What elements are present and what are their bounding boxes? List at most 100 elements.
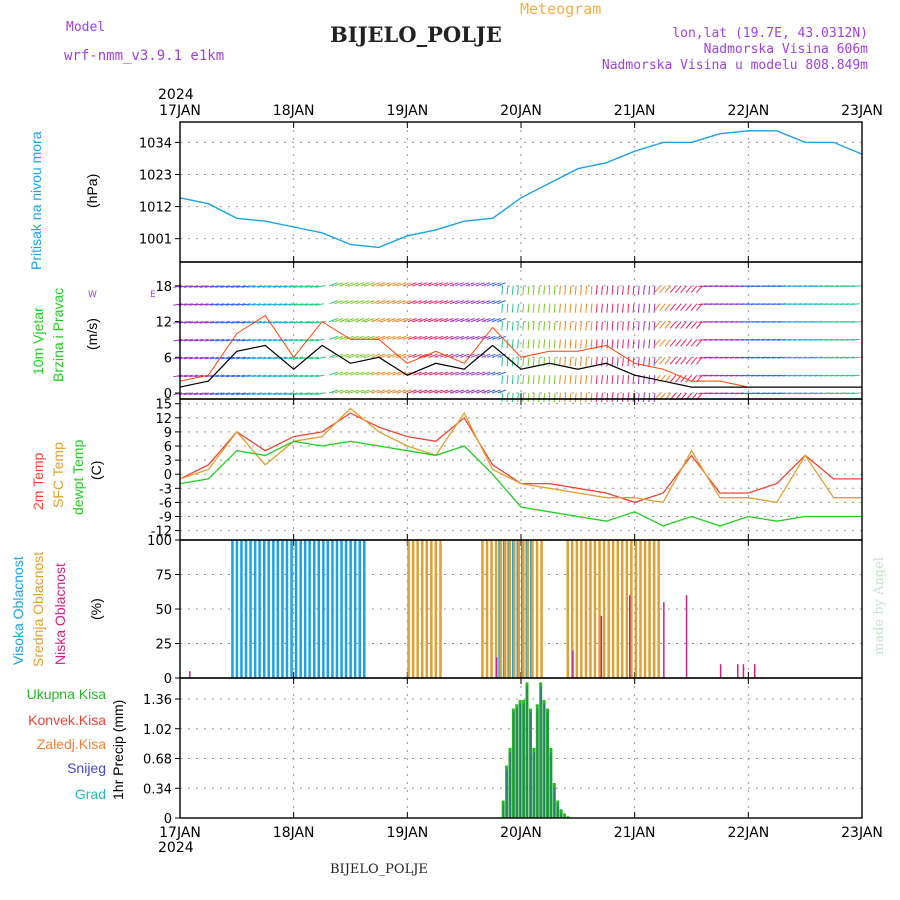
wind-arrow: [350, 389, 359, 394]
wind-arrow: [690, 356, 698, 365]
wind-arrow: [381, 282, 391, 287]
wind-arrow: [252, 356, 262, 360]
wind-arrow: [517, 375, 519, 385]
cloud-bar: [244, 540, 248, 678]
wind-arrow: [304, 321, 314, 324]
wind-arrow: [486, 371, 496, 376]
wind-arrow: [397, 318, 407, 323]
y-tick-label: -6: [159, 496, 172, 511]
wind-arrow: [225, 374, 235, 378]
wind-arrow: [246, 285, 256, 288]
wind-arrow: [262, 338, 272, 342]
wind-arrow: [402, 318, 412, 323]
wind-arrow: [476, 389, 485, 394]
wind-arrow: [616, 339, 619, 349]
wind-arrow: [632, 285, 635, 295]
wind-arrow: [659, 339, 666, 347]
cloud-bar: [258, 540, 261, 678]
wind-arrow: [611, 303, 614, 313]
wind-arrow: [690, 339, 698, 347]
precip-bar: [563, 813, 567, 818]
wind-arrow: [215, 374, 225, 378]
wind-arrow: [585, 321, 588, 331]
wind-arrow: [381, 300, 391, 305]
wind-arrow: [632, 339, 635, 349]
wind-arrow: [527, 303, 530, 313]
wind-arrow: [386, 353, 396, 358]
wind-arrow: [278, 392, 288, 396]
wind-arrow: [334, 300, 344, 305]
wind-arrow: [669, 356, 677, 365]
wind-arrow: [257, 392, 267, 396]
wind-arrow: [183, 321, 193, 324]
wind-arrow: [334, 335, 344, 340]
wind-arrow: [486, 300, 496, 305]
wind-arrow: [355, 282, 365, 287]
wind-arrow: [339, 389, 349, 394]
wind-arrow: [273, 338, 283, 342]
model-label: Model: [66, 20, 106, 35]
wind-arrow: [470, 318, 480, 323]
cloud-bar: [602, 540, 606, 678]
wind-arrow: [283, 356, 293, 360]
model-altitude-label: Nadmorska Visina u modelu 808.849m: [601, 58, 868, 73]
wind-arrow: [511, 392, 514, 403]
wind-arrow: [360, 300, 370, 305]
wind-arrow: [481, 371, 491, 376]
wind-arrow: [595, 339, 598, 349]
wind-arrow: [344, 318, 354, 323]
wind-arrow: [225, 321, 235, 324]
wind-arrow: [299, 321, 309, 324]
wind-arrow: [355, 371, 365, 376]
wind-arrow: [365, 300, 375, 305]
wind-arrow: [397, 371, 407, 376]
cloud-bar-low: [189, 671, 191, 678]
cloud-bar: [499, 540, 502, 678]
wind-arrow: [616, 303, 619, 313]
cloud-bar: [621, 540, 624, 678]
wind-arrow: [611, 339, 614, 349]
wind-arrow: [470, 371, 480, 376]
wind-arrow: [315, 392, 325, 396]
wind-arrow: [511, 285, 514, 295]
wind-arrow: [574, 375, 577, 385]
wind-arrow: [653, 321, 656, 331]
y-tick-label: 0: [164, 812, 172, 827]
wind-arrow: [220, 303, 230, 306]
pressure-line: [179, 130, 863, 249]
wind-arrow: [669, 339, 677, 347]
wind-arrow: [428, 282, 438, 287]
wind-arrow: [371, 371, 380, 376]
wind-arrow: [173, 374, 183, 378]
wind-arrow: [376, 300, 386, 305]
wind-arrow: [402, 300, 412, 305]
wind-arrow: [648, 375, 651, 385]
wind-arrow: [455, 371, 464, 376]
wind-arrow: [481, 300, 491, 305]
wind-arrow: [685, 339, 693, 347]
wind-arrow: [685, 303, 693, 311]
cloud-bar: [430, 540, 433, 678]
wind-arrow: [564, 285, 567, 295]
wind-arrow: [360, 282, 370, 287]
wind-arrow: [402, 389, 412, 394]
wind-arrow: [627, 285, 630, 295]
wind-arrow: [299, 303, 309, 306]
wind-arrow: [444, 389, 454, 394]
wind-arrow: [360, 389, 370, 394]
wind-arrow: [267, 374, 277, 378]
cloud-bar: [411, 540, 415, 678]
wind-arrow: [476, 371, 485, 376]
wind-arrow: [236, 374, 246, 378]
wind-arrow: [407, 389, 417, 394]
wind-arrow: [538, 357, 540, 367]
cloud-bar: [363, 540, 366, 678]
wind-arrow: [220, 374, 230, 378]
cloud-bar-low: [496, 657, 498, 678]
wind-arrow: [574, 392, 577, 403]
wind-arrow: [189, 303, 199, 306]
wind-arrow: [511, 339, 514, 349]
wind-arrow: [585, 285, 588, 295]
wind-arrow: [643, 321, 645, 331]
cloud-bar: [285, 540, 289, 678]
